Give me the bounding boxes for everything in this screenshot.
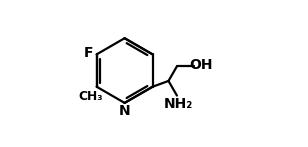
Text: OH: OH [189, 58, 213, 72]
Text: N: N [119, 104, 130, 118]
Text: F: F [84, 46, 93, 60]
Text: NH₂: NH₂ [164, 97, 193, 111]
Text: CH₃: CH₃ [79, 90, 103, 103]
